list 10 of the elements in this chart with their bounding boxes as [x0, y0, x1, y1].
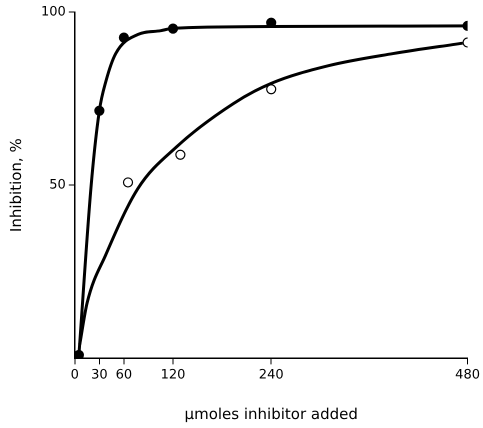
x-tick-label: 480	[455, 368, 480, 383]
x-tick-label: 0	[70, 368, 79, 383]
x-axis-title: μmoles inhibitor added	[184, 404, 358, 423]
y-axis-title: Inhibition, %	[6, 138, 25, 232]
x-tick-label: 60	[116, 368, 132, 383]
x-tick-label: 30	[91, 368, 108, 383]
y-tick-label: 50	[49, 178, 66, 193]
x-tick-label: 120	[160, 368, 186, 383]
x-tick-label: 240	[258, 368, 284, 383]
y-tick-label: 100	[40, 4, 66, 20]
